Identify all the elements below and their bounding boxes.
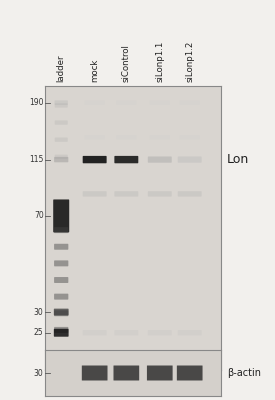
FancyBboxPatch shape — [114, 191, 138, 196]
Text: ladder: ladder — [57, 54, 66, 82]
Text: Lon: Lon — [227, 153, 249, 166]
FancyBboxPatch shape — [55, 138, 68, 142]
FancyBboxPatch shape — [148, 191, 172, 196]
FancyBboxPatch shape — [147, 366, 173, 380]
FancyBboxPatch shape — [54, 310, 68, 316]
FancyBboxPatch shape — [116, 100, 137, 105]
FancyBboxPatch shape — [54, 327, 68, 333]
Text: 30: 30 — [34, 368, 44, 378]
FancyBboxPatch shape — [148, 156, 172, 163]
Text: siLonp1.1: siLonp1.1 — [155, 41, 164, 82]
FancyBboxPatch shape — [148, 330, 172, 336]
Text: mock: mock — [90, 59, 99, 82]
Text: 25: 25 — [34, 328, 44, 337]
FancyBboxPatch shape — [114, 156, 138, 163]
FancyBboxPatch shape — [54, 329, 68, 337]
FancyBboxPatch shape — [114, 330, 138, 336]
Text: 30: 30 — [34, 308, 44, 316]
FancyBboxPatch shape — [54, 309, 68, 316]
FancyBboxPatch shape — [54, 294, 68, 300]
FancyBboxPatch shape — [54, 277, 68, 283]
FancyBboxPatch shape — [84, 135, 105, 140]
Text: 115: 115 — [29, 155, 44, 164]
FancyBboxPatch shape — [83, 330, 107, 336]
FancyBboxPatch shape — [178, 156, 202, 163]
Text: siLonp1.2: siLonp1.2 — [185, 41, 194, 82]
FancyBboxPatch shape — [54, 157, 68, 162]
FancyBboxPatch shape — [178, 330, 202, 336]
FancyBboxPatch shape — [178, 191, 202, 196]
FancyBboxPatch shape — [82, 366, 108, 380]
FancyBboxPatch shape — [54, 244, 68, 250]
FancyBboxPatch shape — [114, 366, 139, 380]
Text: 190: 190 — [29, 98, 44, 107]
FancyBboxPatch shape — [177, 366, 203, 380]
Text: 70: 70 — [34, 212, 44, 220]
FancyBboxPatch shape — [150, 100, 170, 105]
FancyBboxPatch shape — [116, 135, 137, 140]
FancyBboxPatch shape — [180, 135, 200, 140]
Text: siControl: siControl — [122, 44, 131, 82]
FancyBboxPatch shape — [55, 155, 68, 159]
FancyBboxPatch shape — [54, 260, 68, 266]
FancyBboxPatch shape — [54, 100, 68, 105]
FancyBboxPatch shape — [150, 135, 170, 140]
FancyBboxPatch shape — [83, 156, 107, 163]
FancyBboxPatch shape — [55, 120, 68, 125]
FancyBboxPatch shape — [53, 200, 69, 232]
FancyBboxPatch shape — [55, 103, 68, 108]
FancyBboxPatch shape — [54, 227, 68, 233]
FancyBboxPatch shape — [84, 100, 105, 105]
FancyBboxPatch shape — [83, 191, 107, 196]
Text: β-actin: β-actin — [227, 368, 261, 378]
FancyBboxPatch shape — [180, 100, 200, 105]
